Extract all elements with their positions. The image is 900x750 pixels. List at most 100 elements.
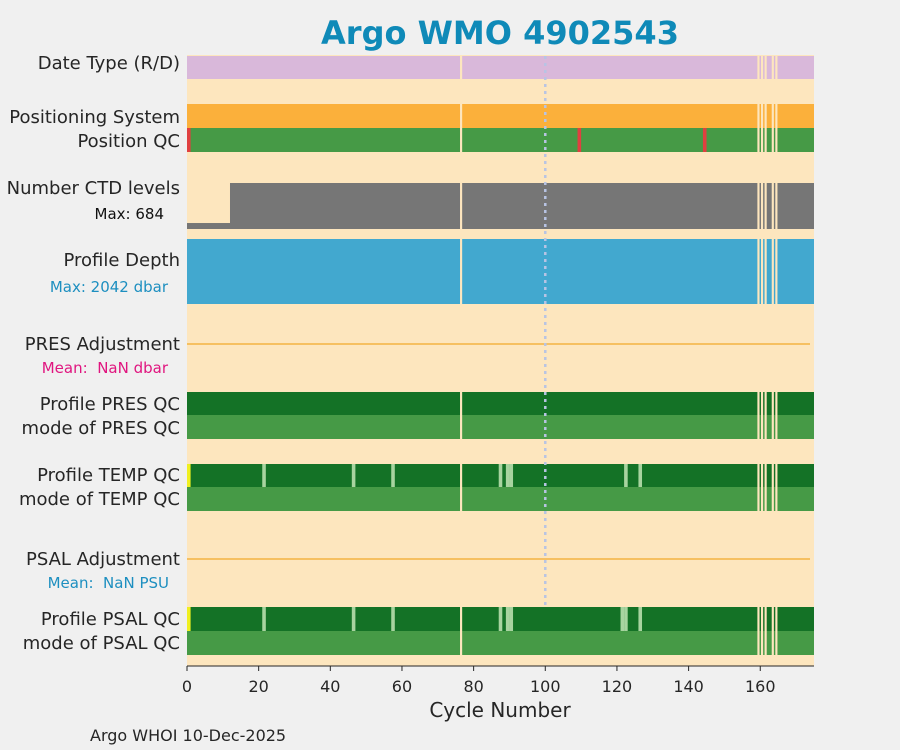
missing-cycle-gap	[764, 487, 767, 511]
psal-qc-light-cell	[498, 607, 503, 631]
missing-cycle-gap	[760, 607, 764, 631]
x-axis-label: Cycle Number	[429, 698, 571, 722]
missing-cycle-gap	[460, 183, 463, 229]
ctd-max-label: Max: 684	[95, 205, 164, 223]
missing-cycle-gap	[460, 104, 463, 128]
missing-cycle-gap	[764, 607, 767, 631]
missing-cycle-gap	[460, 128, 463, 152]
x-axis-ticks: 0 20 40 60 80 100 120 140 160	[182, 666, 776, 696]
missing-cycle-gap	[775, 104, 778, 128]
psal-mean-label: Mean: NaN PSU	[48, 574, 169, 592]
missing-cycle-gap	[771, 415, 774, 439]
x-tick-label: 60	[392, 677, 412, 696]
x-tick-label: 160	[745, 677, 776, 696]
missing-cycle-gap	[775, 128, 778, 152]
x-tick-label: 20	[248, 677, 268, 696]
row-label: Profile PRES QC	[40, 394, 180, 415]
missing-cycle-gap	[771, 128, 774, 152]
missing-cycle-gap	[764, 128, 767, 152]
missing-cycle-gap	[775, 487, 778, 511]
missing-cycle-gap	[760, 487, 764, 511]
missing-cycle-gap	[775, 239, 778, 304]
psal-qc-light-cell	[624, 607, 628, 631]
row-label: PRES Adjustment	[25, 334, 180, 355]
temp-qc-light-cell	[509, 464, 514, 487]
chart-title: Argo WMO 4902543	[321, 14, 679, 52]
depth-max-label: Max: 2042 dbar	[50, 278, 169, 296]
missing-cycle-gap	[771, 56, 774, 79]
x-tick-label: 0	[182, 677, 192, 696]
missing-cycle-gap	[460, 631, 463, 655]
row-label: mode of TEMP QC	[19, 489, 180, 510]
position-qc-bad-cell	[702, 128, 707, 152]
missing-cycle-gap	[771, 487, 774, 511]
missing-cycle-gap	[760, 104, 764, 128]
missing-cycle-gap	[757, 128, 760, 152]
row-label: mode of PRES QC	[22, 418, 180, 439]
row-label: Profile PSAL QC	[41, 609, 180, 630]
missing-cycle-gap	[771, 607, 774, 631]
missing-cycle-gap	[760, 631, 764, 655]
date-type-bar	[187, 56, 814, 79]
missing-cycle-gap	[775, 631, 778, 655]
position-qc-bar	[187, 128, 814, 152]
psal-qc-light-cell	[509, 607, 514, 631]
missing-cycle-gap	[771, 631, 774, 655]
missing-cycle-gap	[775, 392, 778, 415]
psal-qc-light-cell	[391, 607, 395, 631]
missing-cycle-gap	[764, 239, 767, 304]
missing-cycle-gap	[771, 104, 774, 128]
psal-mode-qc-bar	[187, 631, 814, 655]
missing-cycle-gap	[771, 392, 774, 415]
temp-qc-light-cell	[391, 464, 395, 487]
psal-qc-light-cell	[620, 607, 625, 631]
row-label: Positioning System	[9, 107, 180, 128]
psal-qc-light-cell	[505, 607, 510, 631]
footer-text: Argo WHOI 10-Dec-2025	[90, 726, 286, 745]
row-label: Number CTD levels	[7, 178, 180, 199]
missing-cycle-gap	[775, 607, 778, 631]
x-tick-label: 40	[320, 677, 340, 696]
missing-cycle-gap	[757, 239, 760, 304]
missing-cycle-gap	[760, 183, 764, 229]
row-label: Position QC	[77, 131, 180, 152]
missing-cycle-gap	[757, 104, 760, 128]
missing-cycle-gap	[771, 464, 774, 487]
missing-cycle-gap	[764, 415, 767, 439]
temp-qc-light-cell	[262, 464, 266, 487]
missing-cycle-gap	[757, 183, 760, 229]
temp-qc-light-cell	[624, 464, 628, 487]
missing-cycle-gap	[760, 392, 764, 415]
missing-cycle-gap	[764, 464, 767, 487]
missing-cycle-gap	[775, 56, 778, 79]
missing-cycle-gap	[757, 56, 760, 79]
missing-cycle-gap	[757, 415, 760, 439]
missing-cycle-gap	[764, 392, 767, 415]
psal-qc-light-cell	[638, 607, 643, 631]
position-qc-bad-cell	[577, 128, 582, 152]
missing-cycle-gap	[757, 464, 760, 487]
missing-cycle-gap	[764, 183, 767, 229]
missing-cycle-gap	[771, 239, 774, 304]
missing-cycle-gap	[460, 56, 463, 79]
missing-cycle-gap	[460, 239, 463, 304]
missing-cycle-gap	[757, 392, 760, 415]
missing-cycle-gap	[760, 464, 764, 487]
temp-qc-light-cell	[638, 464, 643, 487]
x-tick-label: 80	[463, 677, 483, 696]
x-tick-label: 120	[602, 677, 633, 696]
row-label: Date Type (R/D)	[38, 53, 180, 74]
missing-cycle-gap	[764, 631, 767, 655]
pres-mean-label: Mean: NaN dbar	[42, 359, 169, 377]
missing-cycle-gap	[460, 392, 463, 415]
ctd-levels-early-bar	[187, 223, 230, 229]
missing-cycle-gap	[760, 128, 764, 152]
temp-qc-light-cell	[505, 464, 510, 487]
missing-cycle-gap	[757, 487, 760, 511]
missing-cycle-gap	[460, 487, 463, 511]
missing-cycle-gap	[460, 607, 463, 631]
row-labels: Date Type (R/D) Positioning System Positio…	[7, 53, 180, 654]
pres-mode-qc-bar	[187, 415, 814, 439]
missing-cycle-gap	[760, 56, 764, 79]
